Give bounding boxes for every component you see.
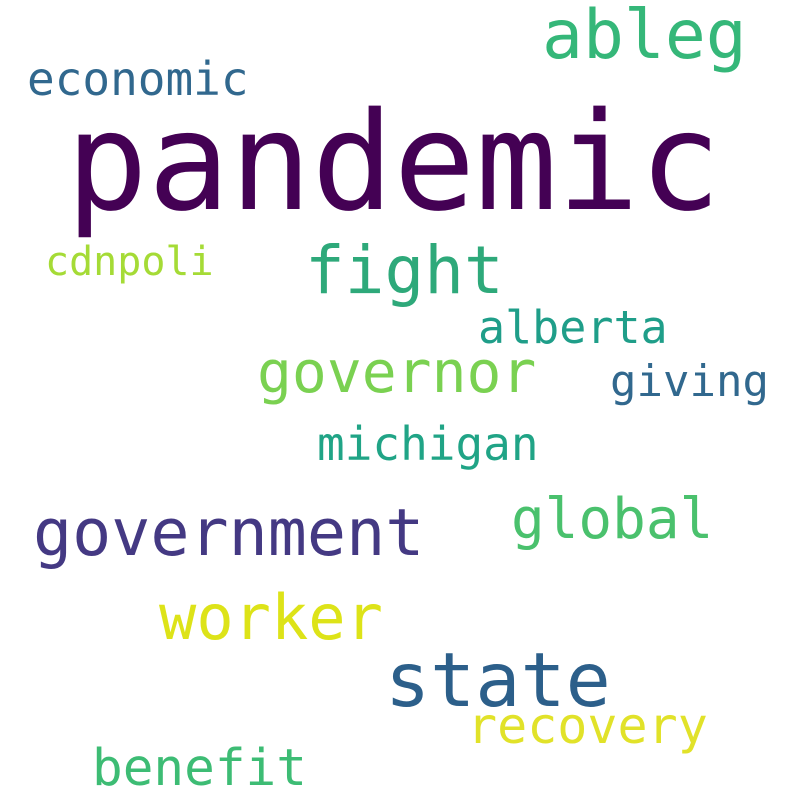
word-government: government bbox=[33, 496, 425, 571]
word-governor: governor bbox=[257, 338, 537, 406]
word-alberta: alberta bbox=[478, 301, 668, 354]
word-state: state bbox=[385, 636, 611, 724]
word-benefit: benefit bbox=[92, 739, 307, 798]
word-economic: economic bbox=[27, 52, 249, 106]
word-cdnpoli: cdnpoli bbox=[45, 239, 214, 285]
word-giving: giving bbox=[610, 356, 769, 407]
word-global: global bbox=[511, 487, 714, 552]
word-ableg: ableg bbox=[542, 0, 747, 75]
word-recovery: recovery bbox=[467, 697, 708, 755]
word-pandemic: pandemic bbox=[66, 84, 722, 242]
word-michigan: michigan bbox=[317, 417, 539, 471]
word-worker: worker bbox=[159, 581, 383, 654]
word-fight: fight bbox=[305, 232, 504, 309]
